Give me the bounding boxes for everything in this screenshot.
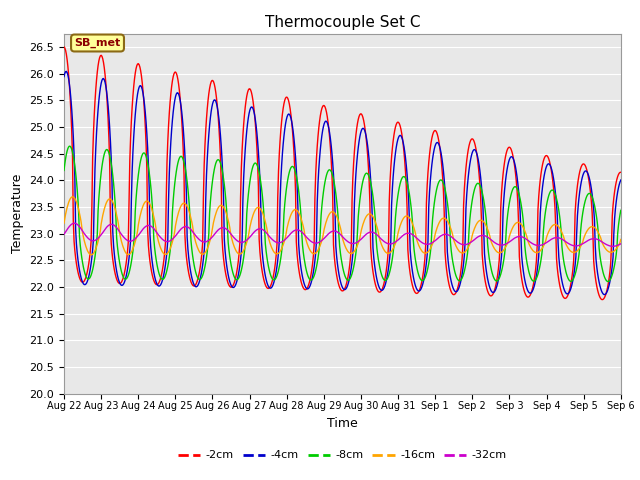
Y-axis label: Temperature: Temperature xyxy=(11,174,24,253)
Title: Thermocouple Set C: Thermocouple Set C xyxy=(265,15,420,30)
Legend: -2cm, -4cm, -8cm, -16cm, -32cm: -2cm, -4cm, -8cm, -16cm, -32cm xyxy=(173,446,511,465)
Text: SB_met: SB_met xyxy=(74,38,121,48)
X-axis label: Time: Time xyxy=(327,417,358,430)
